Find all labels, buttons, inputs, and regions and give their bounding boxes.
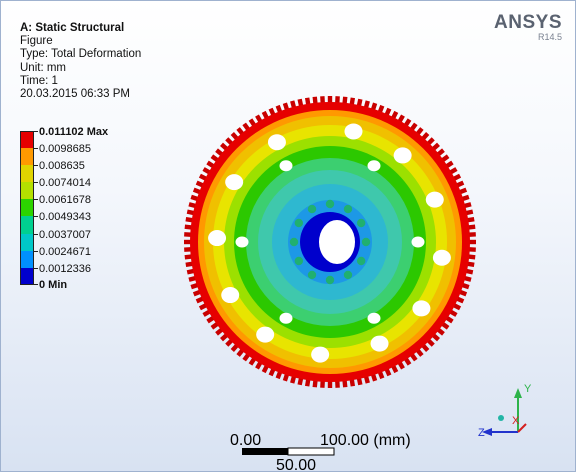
mounting-hole bbox=[267, 134, 286, 151]
hub-bolt bbox=[325, 199, 335, 209]
mounting-holes bbox=[208, 123, 451, 363]
flywheel-model[interactable] bbox=[180, 94, 490, 394]
hub-bolt bbox=[343, 204, 353, 214]
inner-hole bbox=[367, 312, 381, 324]
mounting-hole bbox=[393, 147, 412, 164]
legend-swatch bbox=[20, 199, 34, 217]
scale-mid-label: 50.00 bbox=[276, 457, 317, 472]
legend-swatch bbox=[20, 216, 34, 234]
hub-bolt bbox=[356, 256, 366, 266]
legend-value-label: 0.0024671 bbox=[39, 245, 91, 258]
mounting-hole bbox=[432, 249, 451, 266]
legend-swatch bbox=[20, 182, 34, 200]
scale-bar-black-segment bbox=[242, 448, 288, 455]
hub-bolt bbox=[307, 270, 317, 280]
mounting-hole bbox=[311, 346, 330, 363]
brand-name: ANSYS bbox=[494, 12, 562, 33]
legend-value-label: 0.0049343 bbox=[39, 211, 91, 224]
mounting-hole bbox=[208, 230, 227, 247]
y-axis-label: Y bbox=[524, 383, 532, 395]
legend-tick bbox=[34, 199, 38, 201]
legend-swatch bbox=[20, 250, 34, 268]
inner-hole bbox=[367, 160, 381, 172]
mounting-hole bbox=[412, 300, 431, 317]
hub-bolt bbox=[294, 256, 304, 266]
coordinate-triad-icon[interactable]: Y Z X bbox=[470, 380, 550, 450]
legend-swatch bbox=[20, 148, 34, 166]
z-axis-arrow bbox=[482, 428, 492, 436]
legend-value-label: 0.0037007 bbox=[39, 228, 91, 241]
inner-hole bbox=[279, 160, 293, 172]
mounting-hole bbox=[425, 191, 444, 208]
mounting-hole bbox=[344, 123, 363, 140]
legend-swatch bbox=[20, 267, 34, 285]
z-axis-label: Z bbox=[478, 427, 485, 439]
y-axis-arrow bbox=[514, 388, 522, 398]
gear-tooth bbox=[327, 96, 333, 106]
mounting-hole bbox=[256, 326, 275, 343]
x-axis-label: X bbox=[512, 415, 520, 427]
legend-swatch bbox=[20, 233, 34, 251]
hub-bolt bbox=[361, 237, 371, 247]
triad-ball bbox=[498, 415, 504, 421]
hub-bolt bbox=[325, 275, 335, 285]
result-info-panel: A: Static Structural Figure Type: Total … bbox=[20, 22, 141, 101]
legend-value-label: 0.0098685 bbox=[39, 143, 91, 156]
scale-bar bbox=[242, 447, 335, 456]
legend-tick bbox=[34, 182, 38, 184]
legend-tick bbox=[34, 148, 38, 150]
legend-value-label: 0.0061678 bbox=[39, 194, 91, 207]
legend-tick bbox=[34, 233, 38, 235]
result-unit: Unit: mm bbox=[20, 61, 66, 74]
legend-value-label: 0.008635 bbox=[39, 160, 85, 173]
gear-tooth bbox=[327, 378, 333, 388]
inner-hole bbox=[279, 312, 293, 324]
result-timestamp: 20.03.2015 06:33 PM bbox=[20, 88, 130, 101]
scale-right-label: 100.00 (mm) bbox=[320, 432, 411, 449]
legend-value-label: 0.0012336 bbox=[39, 262, 91, 275]
scale-bar-white-segment bbox=[287, 447, 335, 456]
legend-tick bbox=[34, 165, 38, 167]
brand-version: R14.5 bbox=[537, 32, 562, 42]
hub-bolt bbox=[343, 270, 353, 280]
mounting-hole bbox=[370, 335, 389, 352]
legend-value-label: 0.0074014 bbox=[39, 177, 91, 190]
object-name: Figure bbox=[20, 35, 53, 48]
legend-swatch bbox=[20, 165, 34, 183]
result-type: Type: Total Deformation bbox=[20, 48, 142, 61]
legend-tick bbox=[34, 250, 38, 252]
legend-min-label: 0 Min bbox=[39, 278, 68, 291]
x-axis-line bbox=[517, 423, 527, 433]
hub-bolt-circle bbox=[289, 199, 371, 285]
mounting-hole bbox=[221, 287, 240, 304]
mounting-hole bbox=[225, 174, 244, 191]
hub-bolt bbox=[356, 218, 366, 228]
legend-tick bbox=[34, 216, 38, 218]
center-bore bbox=[319, 220, 355, 264]
hub-bolt bbox=[289, 237, 299, 247]
hub-bolt bbox=[294, 218, 304, 228]
scale-left-label: 0.00 bbox=[230, 432, 262, 449]
analysis-title: A: Static Structural bbox=[20, 22, 125, 34]
legend-tick bbox=[34, 131, 38, 132]
inner-hole bbox=[411, 236, 425, 248]
legend-swatch bbox=[20, 131, 34, 149]
legend-tick bbox=[34, 267, 38, 269]
ansys-logo: ANSYS R14.5 bbox=[494, 12, 562, 42]
hub-bolt bbox=[307, 204, 317, 214]
inner-hole bbox=[235, 236, 249, 248]
legend-tick bbox=[34, 283, 38, 285]
legend-max-label: 0.011102 Max bbox=[39, 126, 109, 138]
result-time: Time: 1 bbox=[20, 74, 58, 87]
